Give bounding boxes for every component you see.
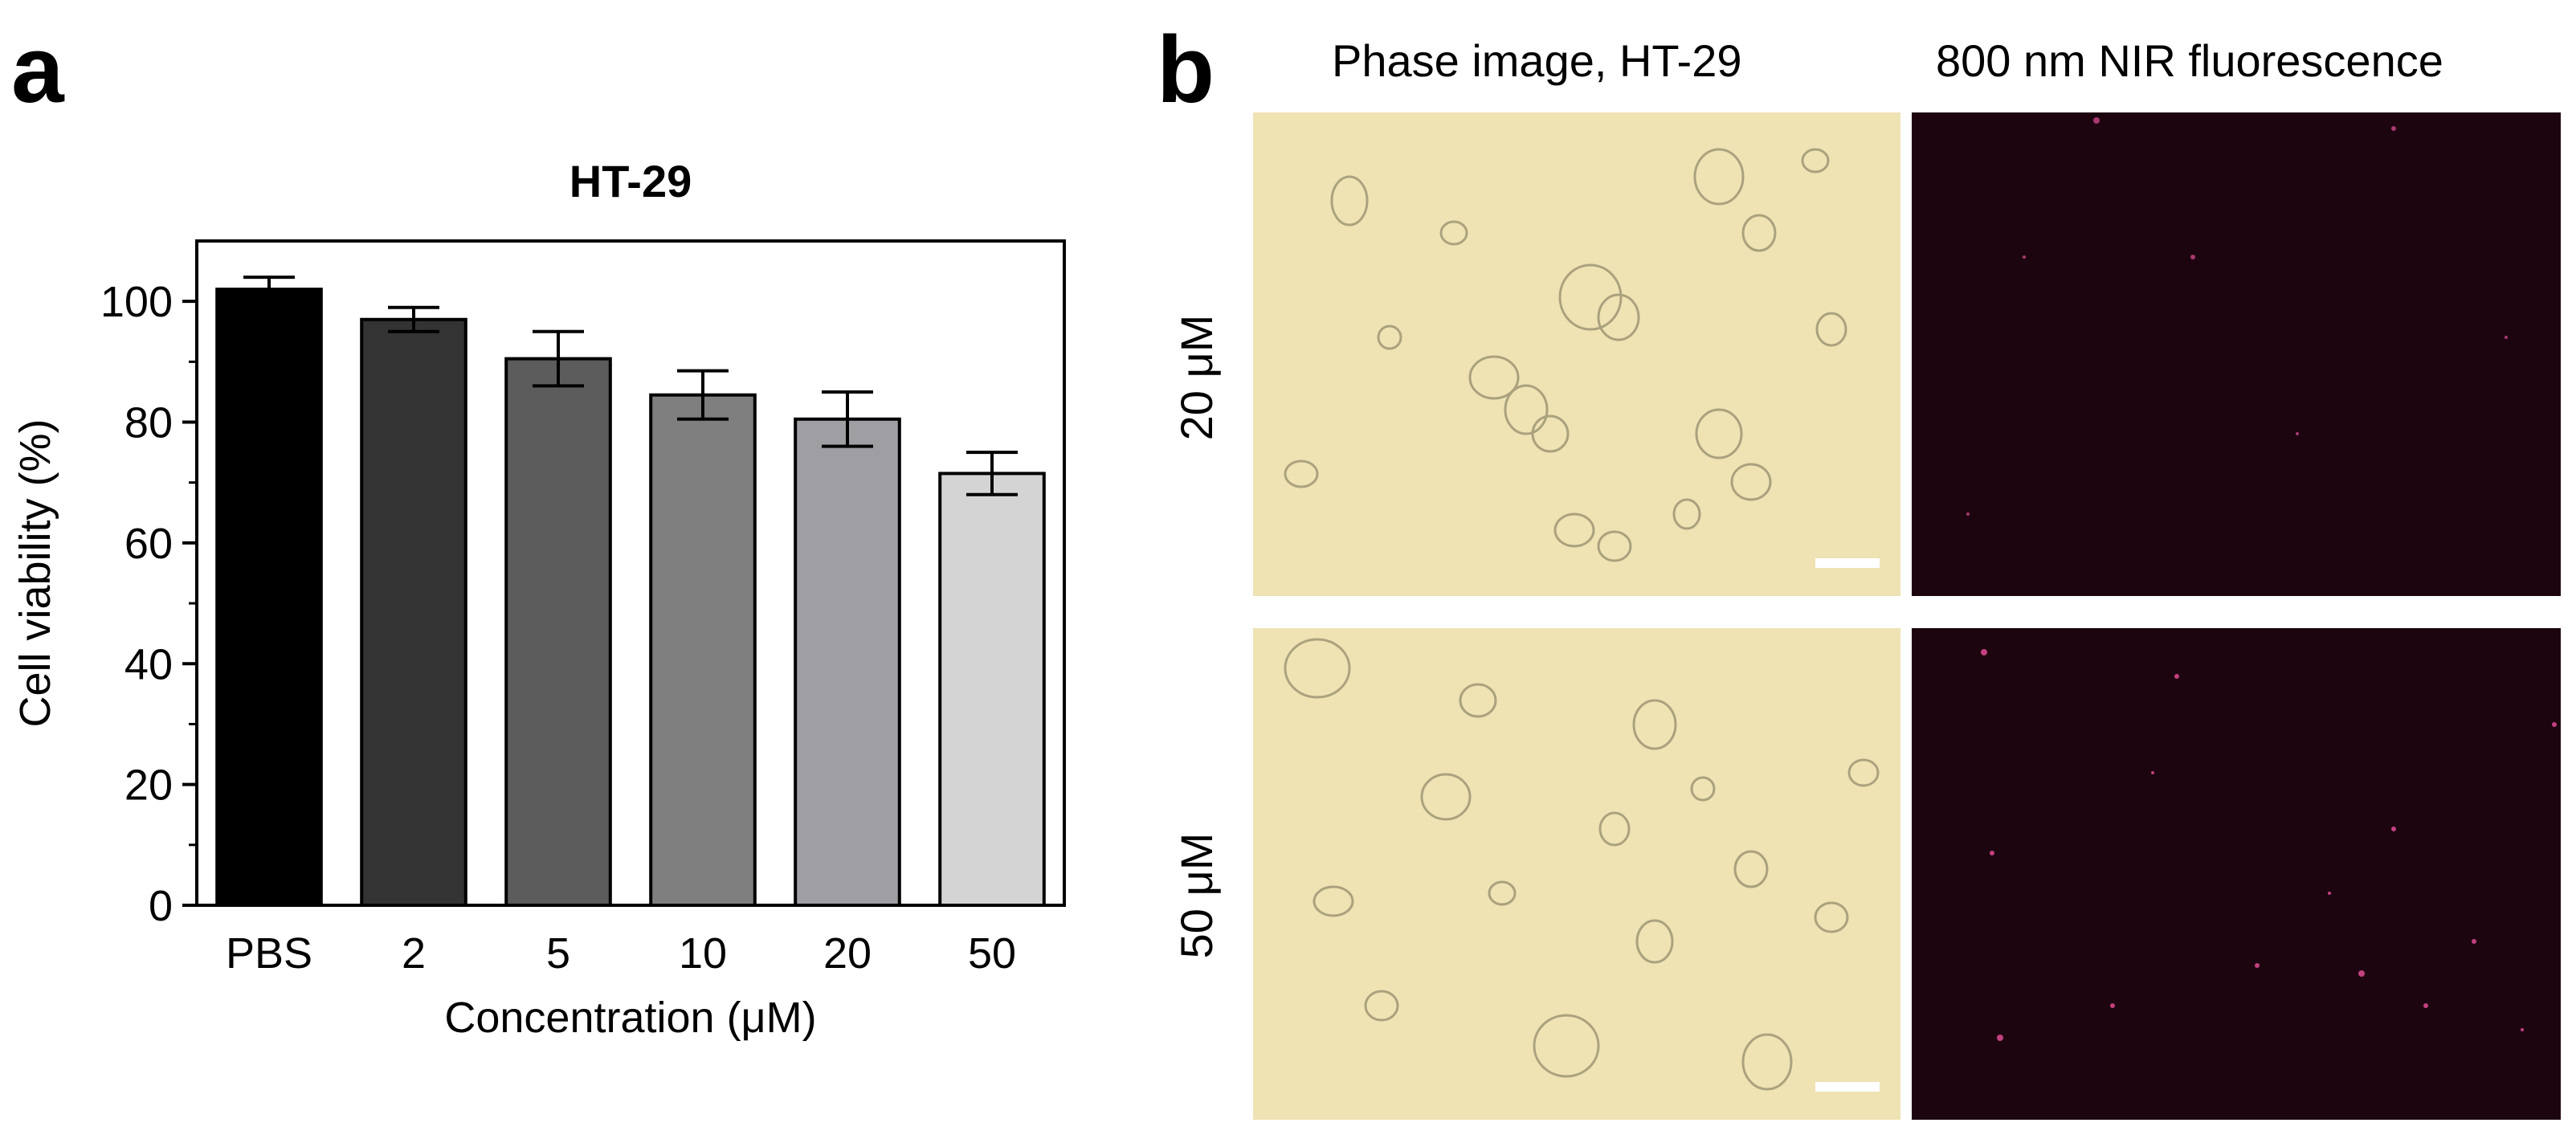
bar <box>649 393 757 907</box>
y-tick-label: 0 <box>149 882 173 930</box>
fluorescence-spots-20uM <box>1966 117 2508 516</box>
bar <box>938 472 1046 907</box>
column-title-fluorescence: 800 nm NIR fluorescence <box>1936 35 2443 86</box>
bar <box>504 357 612 907</box>
panel-b-letter: b <box>1157 17 1215 123</box>
fluorescence-image-20uM <box>1912 112 2561 596</box>
y-tick-label: 60 <box>125 520 173 568</box>
phase-cells-20uM <box>1284 148 1847 562</box>
row-label-50uM: 50 μM <box>1171 832 1222 959</box>
bar <box>215 288 323 907</box>
x-tick-label: 2 <box>402 929 426 978</box>
bar <box>360 317 467 907</box>
y-tick-label: 40 <box>125 640 173 688</box>
y-tick-label: 100 <box>100 278 173 326</box>
bar-chart: HT-29 Cell viability (%) Concentration (μM… <box>11 156 1066 1042</box>
y-tick-label: 80 <box>125 399 173 447</box>
fluorescence-image-50uM <box>1912 628 2561 1120</box>
panel-a-letter: a <box>11 17 64 123</box>
x-tick-label: 5 <box>546 929 570 978</box>
x-tick-label: 20 <box>823 929 872 978</box>
chart-title: HT-29 <box>569 156 692 206</box>
scale-bar-50uM <box>1815 1082 1880 1092</box>
scale-bar-20uM <box>1815 558 1880 568</box>
row-label-20uM: 20 μM <box>1171 314 1222 441</box>
phase-image-20uM <box>1253 112 1900 596</box>
x-axis-label: Concentration (μM) <box>444 994 816 1042</box>
x-tick-label: 10 <box>679 929 727 978</box>
y-axis-label: Cell viability (%) <box>11 418 59 727</box>
fluorescence-spots-50uM <box>1981 649 2557 1041</box>
plot-frame <box>195 239 1066 907</box>
phase-image-50uM <box>1253 628 1900 1120</box>
x-tick-label: 50 <box>968 929 1016 978</box>
phase-cells-50uM <box>1284 638 1880 1091</box>
column-title-phase: Phase image, HT-29 <box>1332 35 1742 86</box>
y-tick-label: 20 <box>125 761 173 810</box>
x-tick-label: PBS <box>226 929 312 978</box>
bar <box>794 417 901 907</box>
